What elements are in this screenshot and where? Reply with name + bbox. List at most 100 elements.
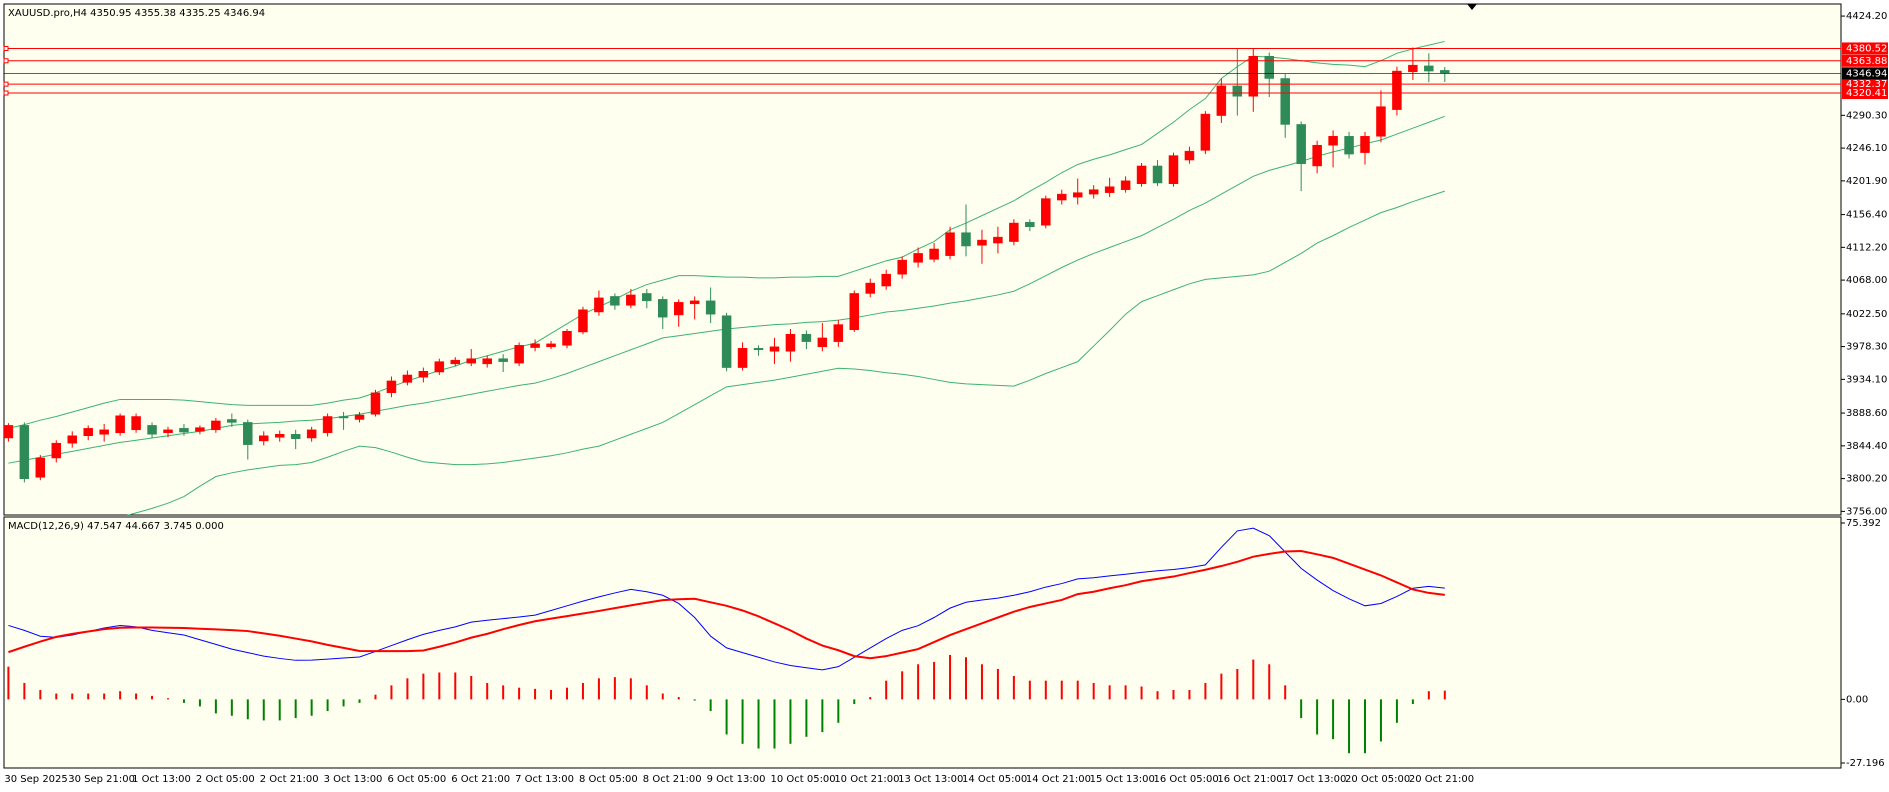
candle-body <box>1057 193 1067 201</box>
histogram-bar <box>422 673 425 700</box>
x-tick-label: 17 Oct 13:00 <box>1281 774 1346 785</box>
candle-body <box>1136 165 1147 184</box>
candle-body <box>1280 78 1290 125</box>
candle-body <box>801 333 812 342</box>
x-tick-label: 15 Oct 13:00 <box>1090 774 1155 785</box>
histogram-bar <box>438 672 441 700</box>
bid-label: 4346.94 <box>1846 68 1887 79</box>
histogram-bar <box>1316 699 1319 735</box>
histogram-bar <box>87 693 90 700</box>
y-tick-label: 3844.40 <box>1846 441 1887 452</box>
candle-body <box>131 416 141 431</box>
x-tick-label: 14 Oct 05:00 <box>962 774 1027 785</box>
candle-body <box>290 434 301 439</box>
candle-body <box>913 253 923 263</box>
histogram-bar <box>167 698 169 700</box>
histogram-bar <box>1076 680 1079 700</box>
x-tick-label: 13 Oct 13:00 <box>898 774 963 785</box>
candle-body <box>658 299 668 318</box>
shift-marker <box>1467 4 1477 10</box>
y-tick-label: 4068.00 <box>1846 275 1887 286</box>
x-tick-label: 14 Oct 21:00 <box>1026 774 1091 785</box>
x-tick-label: 2 Oct 21:00 <box>260 774 319 785</box>
candle-body <box>1009 222 1019 242</box>
candle-body <box>482 358 492 365</box>
histogram-bar <box>1427 691 1430 700</box>
x-tick-label: 16 Oct 05:00 <box>1154 774 1219 785</box>
histogram-bar <box>71 693 74 700</box>
macd-panel <box>3 516 1842 769</box>
histogram-bar <box>390 685 393 700</box>
candle-body <box>67 435 77 444</box>
histogram-bar <box>597 678 600 700</box>
candle-body <box>4 425 14 439</box>
histogram-bar <box>470 675 473 700</box>
histogram-bar <box>917 664 920 700</box>
histogram-bar <box>486 683 489 700</box>
candle-body <box>1344 136 1354 155</box>
candle-body <box>1296 124 1306 164</box>
y-tick-label: 3800.20 <box>1846 474 1887 485</box>
histogram-bar <box>693 699 696 701</box>
candle-body <box>354 414 365 420</box>
histogram-bar <box>1044 680 1047 700</box>
histogram-bar <box>1332 699 1335 740</box>
histogram-bar <box>55 693 58 700</box>
histogram-bar <box>294 699 297 719</box>
candle-body <box>1152 165 1163 184</box>
histogram-bar <box>1348 699 1351 754</box>
histogram-bar <box>837 699 840 723</box>
y-tick-label: 3978.30 <box>1846 342 1887 353</box>
candle-body <box>673 302 684 316</box>
candle-body <box>211 420 221 431</box>
x-tick-label: 16 Oct 21:00 <box>1217 774 1282 785</box>
candle-body <box>753 348 764 351</box>
histogram-bar <box>980 664 983 700</box>
histogram-bar <box>278 699 281 721</box>
histogram-bar <box>965 657 967 700</box>
candle-body <box>594 297 604 313</box>
x-tick-label: 10 Oct 21:00 <box>834 774 899 785</box>
candle-body <box>274 434 285 438</box>
histogram-bar <box>741 699 744 744</box>
y-tick-label: 4290.30 <box>1846 110 1887 121</box>
line-series <box>8 40 1445 429</box>
x-tick-label: 20 Oct 21:00 <box>1409 774 1474 785</box>
histogram-bar <box>1204 683 1207 700</box>
candle-body <box>466 358 476 364</box>
histogram-bar <box>326 699 329 712</box>
histogram-bar <box>1411 699 1414 705</box>
candle-body <box>35 457 46 478</box>
histogram-bar <box>773 699 776 749</box>
histogram-bar <box>1300 699 1303 719</box>
level-handle <box>3 81 9 87</box>
histogram-bar <box>198 699 201 707</box>
level-label-box <box>1842 42 1888 55</box>
candle-body <box>1440 70 1450 74</box>
histogram-bar <box>23 683 26 700</box>
y-tick-label: 4022.50 <box>1846 309 1887 320</box>
candle-body <box>498 358 508 362</box>
x-tick-label: 9 Oct 13:00 <box>707 774 766 785</box>
histogram-bar <box>550 690 553 700</box>
candle-body <box>1025 222 1035 227</box>
histogram-bar <box>182 699 185 703</box>
candle-body <box>865 282 875 294</box>
candle-body <box>147 425 157 435</box>
y-tick-label: -27.196 <box>1846 758 1885 769</box>
candle-body <box>51 442 62 459</box>
level-label: 4380.52 <box>1846 43 1887 54</box>
histogram-bar <box>374 694 377 700</box>
candle-body <box>1120 180 1131 190</box>
candle-body <box>530 343 540 348</box>
histogram-bar <box>342 699 345 707</box>
level-label-box <box>1842 54 1888 67</box>
y-tick-label: 75.392 <box>1846 518 1881 529</box>
histogram-bar <box>1124 685 1127 700</box>
histogram-bar <box>246 699 249 720</box>
candle-body <box>1248 56 1259 97</box>
histogram-bar <box>518 687 521 700</box>
level-label-box <box>1842 87 1888 100</box>
candle-body <box>546 343 556 348</box>
